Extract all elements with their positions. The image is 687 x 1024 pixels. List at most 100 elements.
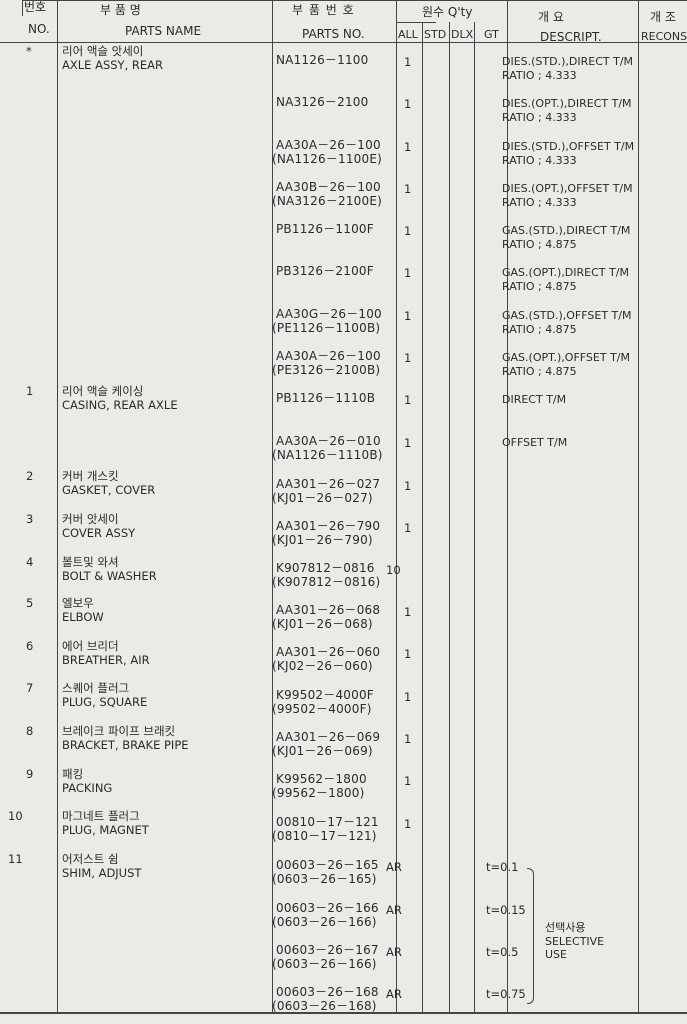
item-number: 4 (26, 555, 34, 569)
item-number: 11 (8, 852, 23, 866)
item-number: 7 (26, 681, 34, 695)
part-number: 00603－26－165 (276, 858, 379, 872)
selective-note-kr: 선택사용 (545, 921, 586, 934)
part-number: PB1126－1110B (276, 391, 376, 405)
divider (0, 1012, 687, 1014)
part-number-alt: (NA1126－1110B) (272, 448, 383, 462)
part-number: AA30B－26－100 (276, 180, 381, 194)
divider (272, 0, 273, 1014)
header-partno-kr: 부 품 번 호 (292, 3, 355, 17)
item-number: 2 (26, 469, 34, 483)
qty-all: 1 (404, 647, 412, 661)
header-partno-en: PARTS NO. (302, 27, 365, 41)
selective-bracket (527, 868, 534, 1004)
item-name-kr: 마그네트 플러그 (62, 809, 140, 823)
item-name-en: BREATHER, AIR (62, 653, 150, 667)
part-number: AA30A－26－100 (276, 138, 381, 152)
divider (396, 22, 436, 23)
part-number-alt: (PE3126－2100B) (272, 363, 381, 377)
part-number-alt: (KJ01－26－790) (272, 533, 373, 547)
header-no-kr: 번호 (24, 0, 47, 14)
qty-all: 10 (386, 563, 401, 577)
description-ratio: RATIO ; 4.875 (502, 323, 577, 336)
qty-all: 1 (404, 774, 412, 788)
divider (422, 22, 423, 1014)
part-number: NA1126－1100 (276, 53, 369, 67)
item-name-kr: 브레이크 파이프 브래킷 (62, 724, 176, 738)
divider (0, 42, 687, 43)
qty-all: AR (386, 903, 402, 917)
qty-all: 1 (404, 436, 412, 450)
description: t=0.75 (486, 987, 526, 1001)
item-name-en: PLUG, SQUARE (62, 695, 148, 709)
description: DIES.(STD.),DIRECT T/M (502, 55, 634, 68)
divider (449, 22, 450, 1014)
header-name-en: PARTS NAME (125, 24, 202, 38)
part-number-alt: (0603－26－166) (272, 957, 377, 971)
qty-all: 1 (404, 266, 412, 280)
item-name-kr: 엘보우 (62, 596, 94, 610)
description-ratio: RATIO ; 4.875 (502, 280, 577, 293)
qty-all: 1 (404, 55, 412, 69)
qty-all: AR (386, 987, 402, 1001)
divider (22, 0, 687, 1)
item-name-en: GASKET, COVER (62, 483, 156, 497)
item-name-en: AXLE ASSY, REAR (62, 58, 163, 72)
description: GAS.(OPT.),OFFSET T/M (502, 351, 630, 364)
header-recons-en: RECONS (641, 30, 687, 43)
selective-note-en1: SELECTIVE (545, 935, 605, 948)
part-number: NA3126－2100 (276, 95, 369, 109)
divider (57, 0, 58, 1014)
qty-all: AR (386, 945, 402, 959)
description-ratio: RATIO ; 4.875 (502, 238, 577, 251)
description: DIES.(STD.),OFFSET T/M (502, 140, 635, 153)
part-number: K907812－0816 (276, 561, 375, 575)
qty-all: 1 (404, 690, 412, 704)
item-name-en: ELBOW (62, 610, 104, 624)
divider (22, 0, 23, 16)
part-number: PB1126－1100F (276, 222, 374, 236)
header-name-kr: 부 품 명 (100, 3, 141, 17)
part-number: 00603－26－166 (276, 901, 379, 915)
description-ratio: RATIO ; 4.333 (502, 154, 577, 167)
qty-all: 1 (404, 393, 412, 407)
item-number: 5 (26, 596, 34, 610)
divider (507, 0, 508, 1014)
divider (638, 0, 639, 1014)
part-number-alt: (KJ01－26－068) (272, 617, 373, 631)
item-name-kr: 볼트및 와셔 (62, 555, 119, 569)
header-no-en: NO. (28, 22, 50, 36)
description: DIES.(OPT.),OFFSET T/M (502, 182, 633, 195)
description: DIES.(OPT.),DIRECT T/M (502, 97, 632, 110)
item-name-en: CASING, REAR AXLE (62, 398, 178, 412)
part-number-alt: (99562－1800) (272, 786, 365, 800)
item-name-en: BOLT & WASHER (62, 569, 157, 583)
header-qty-std: STD (424, 28, 447, 41)
item-name-en: PLUG, MAGNET (62, 823, 149, 837)
qty-all: 1 (404, 309, 412, 323)
part-number: PB3126－2100F (276, 264, 374, 278)
part-number-alt: (0603－26－165) (272, 872, 377, 886)
part-number-alt: (0810－17－121) (272, 829, 377, 843)
qty-all: 1 (404, 605, 412, 619)
description-ratio: RATIO ; 4.875 (502, 365, 577, 378)
part-number: 00810－17－121 (276, 815, 379, 829)
item-name-kr: 에어 브리더 (62, 639, 119, 653)
description: GAS.(STD.),DIRECT T/M (502, 224, 631, 237)
description: DIRECT T/M (502, 393, 567, 406)
part-number: AA301－26－790 (276, 519, 381, 533)
item-name-kr: 패킹 (62, 767, 84, 781)
item-name-en: COVER ASSY (62, 526, 136, 540)
part-number-alt: (PE1126－1100B) (272, 321, 381, 335)
selective-note-en2: USE (545, 948, 567, 961)
part-number: 00603－26－168 (276, 985, 379, 999)
item-name-kr: 커버 개스킷 (62, 469, 119, 483)
part-number: K99502－4000F (276, 688, 374, 702)
description-ratio: RATIO ; 4.333 (502, 196, 577, 209)
part-number-alt: (99502－4000F) (272, 702, 372, 716)
divider (396, 0, 397, 1014)
qty-all: 1 (404, 97, 412, 111)
item-number: 9 (26, 767, 34, 781)
item-name-en: SHIM, ADJUST (62, 866, 142, 880)
divider (474, 22, 475, 1014)
